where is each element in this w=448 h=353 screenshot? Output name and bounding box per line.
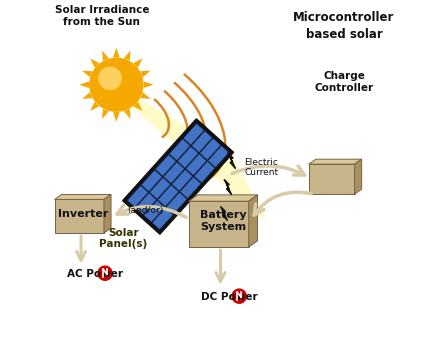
Text: DC Power: DC Power xyxy=(201,292,258,301)
Polygon shape xyxy=(140,92,151,99)
Polygon shape xyxy=(189,195,258,201)
Polygon shape xyxy=(124,109,130,119)
Polygon shape xyxy=(113,112,120,122)
Circle shape xyxy=(99,67,121,89)
Text: Electric
Current: Electric Current xyxy=(244,158,278,177)
Polygon shape xyxy=(55,199,104,233)
Polygon shape xyxy=(158,185,178,206)
Polygon shape xyxy=(134,59,142,68)
FancyArrowPatch shape xyxy=(254,192,311,215)
Polygon shape xyxy=(184,124,204,145)
Polygon shape xyxy=(140,71,151,77)
Text: Microcontroller
based solar: Microcontroller based solar xyxy=(293,11,395,41)
Polygon shape xyxy=(124,50,130,61)
Polygon shape xyxy=(178,147,198,168)
Text: Battery
System: Battery System xyxy=(200,210,246,232)
Polygon shape xyxy=(164,162,184,183)
Polygon shape xyxy=(309,159,362,164)
Polygon shape xyxy=(355,159,362,194)
Polygon shape xyxy=(200,139,220,160)
Polygon shape xyxy=(128,186,148,207)
FancyArrowPatch shape xyxy=(117,205,186,217)
Polygon shape xyxy=(90,59,99,68)
Text: Inverter: Inverter xyxy=(58,209,108,219)
FancyArrowPatch shape xyxy=(77,236,86,260)
Polygon shape xyxy=(228,152,236,169)
Circle shape xyxy=(232,289,246,303)
Polygon shape xyxy=(170,139,190,160)
Text: AC Power: AC Power xyxy=(67,269,123,279)
Polygon shape xyxy=(134,102,142,111)
Circle shape xyxy=(98,266,112,280)
Polygon shape xyxy=(192,131,212,152)
Polygon shape xyxy=(309,164,355,194)
Polygon shape xyxy=(144,201,164,222)
Text: (and/or): (and/or) xyxy=(128,205,164,215)
Polygon shape xyxy=(102,50,109,61)
Polygon shape xyxy=(104,195,111,233)
Polygon shape xyxy=(55,195,111,199)
Polygon shape xyxy=(249,195,258,247)
FancyArrowPatch shape xyxy=(232,166,305,175)
Polygon shape xyxy=(208,146,228,167)
Polygon shape xyxy=(136,193,156,214)
Polygon shape xyxy=(113,48,120,58)
Polygon shape xyxy=(142,170,162,191)
Polygon shape xyxy=(166,193,187,214)
Text: Charge
Controller: Charge Controller xyxy=(314,71,374,93)
Polygon shape xyxy=(82,92,92,99)
Polygon shape xyxy=(82,71,92,77)
Polygon shape xyxy=(79,82,89,88)
Polygon shape xyxy=(189,201,249,247)
Polygon shape xyxy=(181,177,201,198)
Polygon shape xyxy=(102,109,109,119)
Polygon shape xyxy=(150,178,170,199)
Polygon shape xyxy=(224,179,232,195)
Polygon shape xyxy=(172,170,192,191)
Polygon shape xyxy=(220,207,228,221)
Polygon shape xyxy=(144,82,153,88)
Polygon shape xyxy=(194,162,215,183)
FancyArrowPatch shape xyxy=(216,250,225,281)
Text: Solar
Panel(s): Solar Panel(s) xyxy=(99,228,147,249)
Polygon shape xyxy=(152,208,172,229)
Text: Solar Irradiance
from the Sun: Solar Irradiance from the Sun xyxy=(55,5,149,27)
Polygon shape xyxy=(115,85,267,222)
Polygon shape xyxy=(90,102,99,111)
Polygon shape xyxy=(186,154,207,175)
Circle shape xyxy=(90,58,143,111)
Polygon shape xyxy=(155,155,176,176)
Polygon shape xyxy=(123,119,233,234)
